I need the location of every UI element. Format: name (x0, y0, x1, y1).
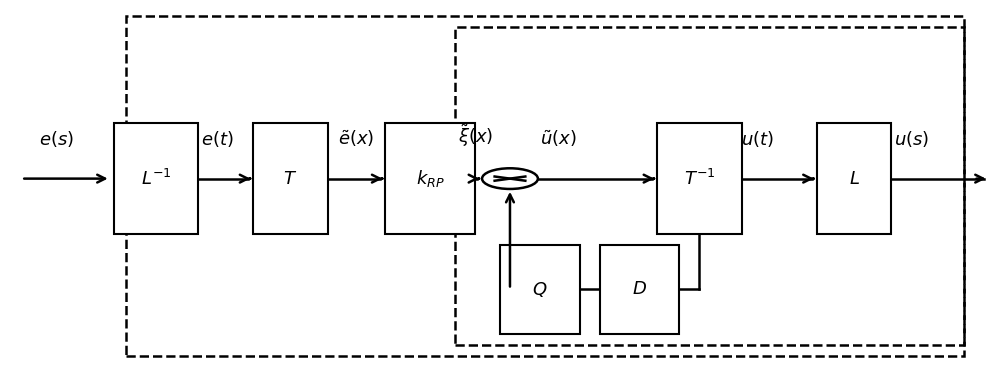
Text: $L$: $L$ (849, 170, 859, 187)
Bar (500, 245, 580, 334)
Text: $\tilde{e}(x)$: $\tilde{e}(x)$ (338, 129, 375, 149)
Bar (114, 123, 198, 234)
Text: $u(s)$: $u(s)$ (894, 129, 929, 149)
Bar (253, 123, 328, 234)
Bar (657, 123, 742, 234)
Text: $L^{-1}$: $L^{-1}$ (141, 169, 171, 189)
Text: $k_{RP}$: $k_{RP}$ (416, 168, 445, 189)
Text: $e(t)$: $e(t)$ (201, 129, 233, 149)
Text: $D$: $D$ (632, 280, 647, 298)
Circle shape (482, 168, 538, 189)
Bar (817, 123, 891, 234)
Text: $u(t)$: $u(t)$ (741, 129, 774, 149)
Bar (455, 27, 964, 345)
Bar (600, 245, 679, 334)
Text: $\tilde{\xi}(x)$: $\tilde{\xi}(x)$ (458, 123, 493, 149)
Text: $T^{-1}$: $T^{-1}$ (684, 169, 715, 189)
Text: $e(s)$: $e(s)$ (39, 129, 74, 149)
Text: $Q$: $Q$ (532, 280, 548, 299)
Bar (385, 123, 475, 234)
Text: $T$: $T$ (283, 170, 298, 187)
Text: $\tilde{u}(x)$: $\tilde{u}(x)$ (540, 129, 576, 149)
Bar (126, 16, 964, 356)
